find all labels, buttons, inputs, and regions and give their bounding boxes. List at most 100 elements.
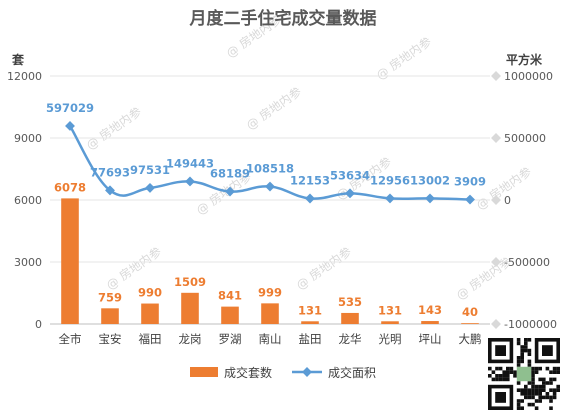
line-data-label: 53634: [330, 168, 370, 182]
qr-finder-core: [495, 392, 506, 403]
line-data-label: 13002: [410, 173, 450, 187]
x-category-label: 坪山: [419, 332, 442, 346]
qr-module: [498, 377, 503, 382]
qr-module: [552, 392, 557, 396]
qr-module: [534, 388, 539, 392]
legend-bar-label: 成交套数: [224, 365, 272, 380]
qr-module: [542, 384, 546, 389]
qr-code-image: [486, 336, 562, 412]
qr-module: [516, 402, 521, 407]
qr-module: [520, 399, 524, 403]
watermark-text: @ 房地内参: [373, 34, 434, 83]
qr-module: [491, 377, 496, 382]
qr-module: [556, 370, 560, 374]
y-right-tick-marker: [491, 195, 501, 205]
qr-module: [538, 392, 542, 396]
x-category-label: 盐田: [299, 332, 322, 346]
bar-data-label: 999: [258, 285, 282, 299]
line-data-label: 12153: [290, 173, 330, 187]
qr-module: [534, 366, 539, 371]
y-left-tick-label: 0: [35, 318, 42, 331]
qr-module: [542, 377, 546, 382]
qr-module: [506, 366, 510, 371]
y-left-tick-label: 12000: [7, 70, 42, 83]
qr-module: [520, 392, 524, 396]
qr-module: [516, 338, 521, 342]
qr-module: [538, 399, 542, 403]
x-category-label: 全市: [59, 332, 82, 346]
y-right-tick-label: 500000: [504, 132, 546, 145]
qr-module: [527, 348, 532, 353]
qr-module: [549, 388, 553, 392]
y-right-axis-label: 平方米: [506, 52, 543, 67]
qr-module: [549, 381, 553, 385]
qr-module: [520, 345, 524, 349]
qr-module: [542, 388, 546, 392]
qr-module: [531, 395, 535, 400]
qr-module: [524, 395, 528, 400]
x-category-label: 龙华: [339, 332, 362, 346]
qr-module: [502, 377, 506, 382]
qr-module: [498, 366, 503, 371]
qr-module: [552, 388, 557, 392]
qr-module: [488, 374, 492, 378]
legend: 成交套数 成交面积: [190, 365, 376, 380]
qr-module: [488, 366, 492, 371]
qr-module: [516, 406, 521, 410]
y-left-tick-label: 9000: [14, 132, 42, 145]
qr-module: [545, 381, 550, 385]
qr-module: [538, 384, 542, 389]
qr-module: [538, 366, 542, 371]
qr-module: [506, 370, 510, 374]
qr-module: [531, 374, 535, 378]
y-right-tick-marker: [491, 319, 501, 329]
bar-data-label: 1509: [174, 275, 206, 289]
bar: [341, 312, 359, 324]
bar: [461, 323, 479, 324]
qr-module: [527, 395, 532, 400]
qr-module: [506, 374, 510, 378]
bar-data-label: 40: [462, 305, 478, 319]
qr-module: [527, 402, 532, 407]
line-marker: [385, 193, 395, 204]
qr-module: [531, 366, 535, 371]
bar: [221, 306, 239, 324]
y-right-tick-label: 1000000: [504, 70, 553, 83]
y-left-tick-label: 6000: [14, 194, 42, 207]
bar-data-label: 131: [298, 303, 322, 317]
qr-module: [527, 359, 532, 364]
y-right-tick-marker: [491, 133, 501, 143]
qr-module: [538, 395, 542, 400]
qr-module: [516, 399, 521, 403]
qr-finder-core: [495, 345, 506, 356]
qr-logo: [516, 366, 532, 382]
qr-module: [549, 370, 553, 374]
qr-module: [545, 395, 550, 400]
line-marker: [305, 193, 315, 204]
qr-module: [520, 388, 524, 392]
qr-module: [552, 366, 557, 371]
gridlines: [50, 75, 490, 263]
bar-data-label: 841: [218, 289, 242, 303]
legend-line-marker: [302, 367, 312, 377]
qr-module: [491, 370, 496, 374]
bar: [61, 198, 79, 324]
watermark-text: @ 房地内参: [243, 84, 304, 133]
category-labels: 全市 宝安 福田 龙岗 罗湖 南山 盐田 龙华 光明 坪山 大鹏: [59, 332, 482, 346]
bar: [301, 321, 319, 324]
qr-module: [516, 356, 521, 360]
qr-module: [542, 395, 546, 400]
qr-module: [534, 384, 539, 389]
qr-module: [538, 377, 542, 382]
bar: [141, 303, 159, 324]
qr-module: [534, 370, 539, 374]
line-data-label: 97531: [130, 163, 170, 177]
x-category-label: 宝安: [99, 332, 122, 346]
qr-module: [531, 384, 535, 389]
qr-module: [495, 374, 499, 378]
x-category-label: 罗湖: [219, 332, 242, 346]
qr-module: [502, 370, 506, 374]
qr-module: [556, 366, 560, 371]
y-right-tick-marker: [491, 71, 501, 81]
qr-module: [531, 388, 535, 392]
